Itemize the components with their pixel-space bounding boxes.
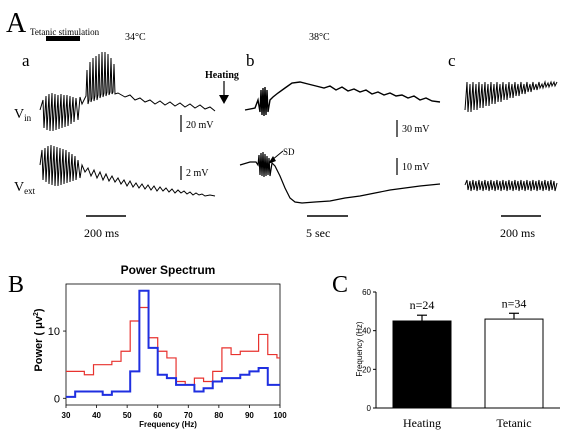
sub-panel-label-b: b [246,51,255,70]
trace-b-vin [244,81,441,117]
panel-a: A Tetanic stimulation 34°C a b c 38°C Vi… [6,8,558,240]
scale-label-b-top: 30 mV [402,124,430,135]
y-tick-label: 10 [48,326,60,338]
bar-n-label: n=34 [502,296,527,310]
time-label-b: 5 sec [306,226,330,240]
power-spectrum-series [66,289,280,398]
trace-c-vext [464,179,558,192]
heating-arrow-icon [219,95,229,104]
scale-label-a-top: 20 mV [186,120,214,131]
power-spectrum-title: Power Spectrum [121,263,216,277]
sd-label: SD [283,147,295,157]
x-tick-label: 40 [92,411,101,420]
scale-label-b-bottom: 10 mV [402,162,430,173]
trace-c-vin [464,80,558,113]
trace-b-vext [239,151,441,204]
scale-label-a-bottom: 2 mV [186,168,209,179]
power-spectrum-frame [65,283,281,406]
category-label: Heating [403,416,441,430]
bar-tetanic [484,318,544,409]
y-tick-label: 20 [362,365,371,374]
y-tick-label: 0 [367,404,372,413]
bar-heating [392,320,452,409]
time-label-a: 200 ms [84,226,119,240]
x-tick-label: 90 [245,411,254,420]
panel-b-label: B [8,272,24,298]
bar-n-label: n=24 [410,298,435,312]
heating-label: Heating [205,70,239,81]
sub-panel-label-c: c [448,51,456,70]
power-spectrum-xlabel: Frequency (Hz) [139,420,197,429]
spectrum-series-line-1 [66,306,280,386]
category-label: Tetanic [496,416,531,430]
panel-b: B Power Spectrum Power ( μv2) Frequency … [8,263,287,429]
trace-a-vext [39,144,216,197]
x-tick-label: 70 [184,411,193,420]
temperature-label-a: 34°C [125,32,146,43]
sub-panel-label-a: a [22,51,30,70]
panel-a-label: A [6,8,27,39]
x-tick-label: 30 [62,411,71,420]
tetanic-stimulation-label: Tetanic stimulation [30,27,100,37]
sd-arrow-icon [268,156,276,164]
vin-label: Vin [14,107,32,123]
y-tick-label: 60 [362,288,371,297]
y-tick-label: 40 [362,327,371,336]
x-tick-label: 60 [153,411,162,420]
bar-chart-bars: n=24 Heating n=34 Tetanic [392,296,544,430]
power-spectrum-ticks: 30 40 50 60 70 80 90 100 0 10 [48,326,287,420]
bar-chart-ylabel: Frequency (Hz) [355,321,364,376]
temperature-label-b: 38°C [309,32,330,43]
panel-c: C Frequency (Hz) 0 20 40 60 n=24 Heating n=34… [332,272,560,430]
x-tick-label: 50 [123,411,132,420]
x-tick-label: 100 [273,411,287,420]
spectrum-series-line-2 [66,289,280,398]
time-label-c: 200 ms [500,226,535,240]
x-tick-label: 80 [214,411,223,420]
y-tick-label: 0 [54,393,60,405]
power-spectrum-ylabel: Power ( μv2) [33,308,45,372]
vext-label: Vext [14,180,36,196]
trace-a-vin [39,51,216,132]
tetanic-stimulation-bar [46,36,80,41]
panel-c-label: C [332,272,348,298]
